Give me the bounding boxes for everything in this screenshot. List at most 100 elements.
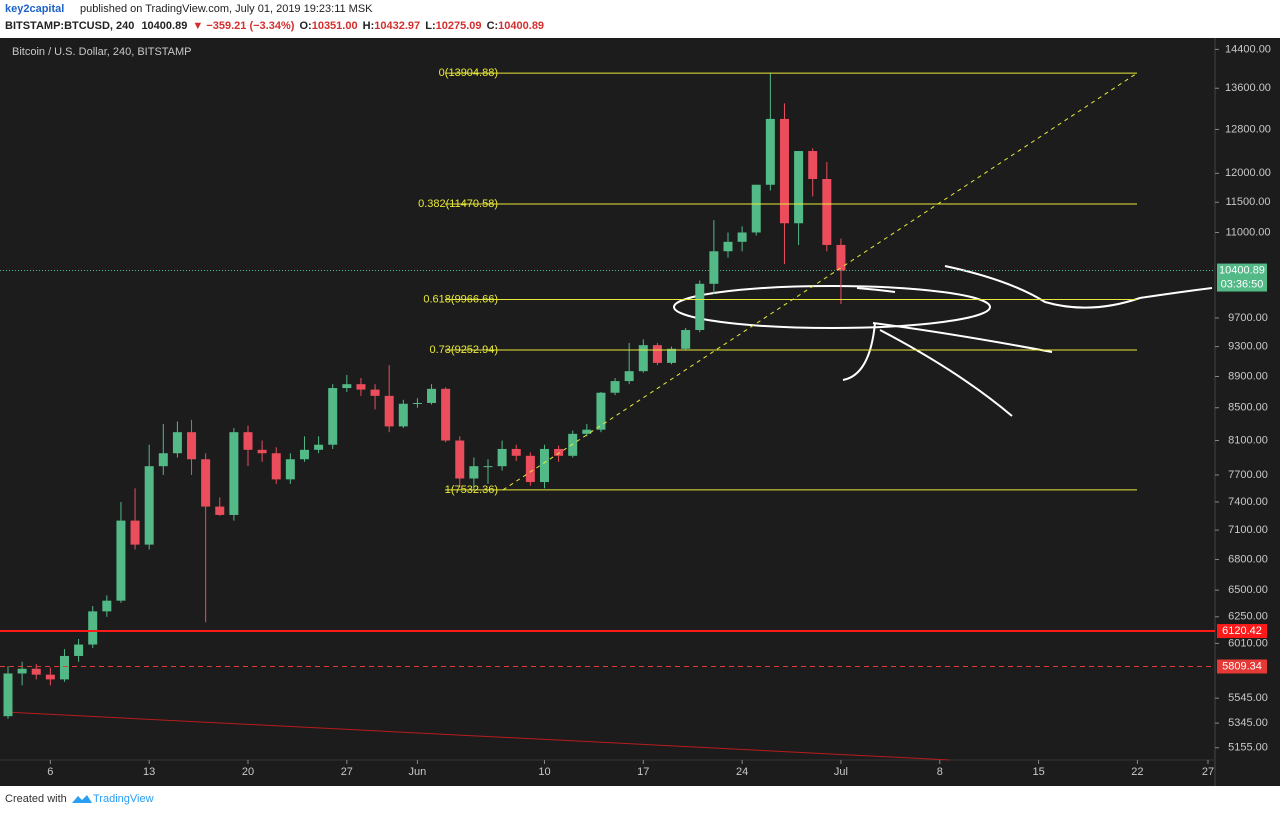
candle-body (215, 506, 225, 515)
fib-label: 0.382(11470.58) (418, 198, 498, 210)
ohlc-key: L: (425, 20, 435, 32)
candle-body (3, 673, 13, 717)
candle-body (201, 459, 211, 507)
candle-body (328, 388, 338, 445)
candle-body (243, 432, 253, 450)
candle-body (554, 448, 564, 456)
x-tick-label: 13 (143, 766, 155, 778)
candle-body (88, 611, 98, 645)
y-tick-label: 9700.00 (1228, 312, 1268, 324)
candle-body (681, 329, 691, 349)
x-tick-label: 20 (242, 766, 254, 778)
candle-body (144, 466, 154, 545)
candle-body (695, 283, 705, 330)
candle-body (568, 433, 578, 456)
ohlc-value: 10275.09 (436, 20, 482, 32)
candle-body (187, 432, 197, 460)
y-tick-label: 9300.00 (1228, 341, 1268, 353)
candle-body (751, 184, 761, 233)
candle-body (130, 520, 140, 545)
candle-body (370, 389, 380, 396)
candle-body (723, 241, 733, 252)
change: ▼ −359.21 (−3.34%) (192, 20, 294, 32)
hand-drawings (673, 265, 1213, 417)
candle-body (469, 466, 479, 479)
candle-body (257, 449, 267, 454)
y-tick-label: 11000.00 (1225, 226, 1270, 238)
x-tick-label: 27 (1202, 766, 1214, 778)
candle-body (398, 403, 408, 427)
y-tick-label: 7400.00 (1228, 496, 1268, 508)
candle-body (45, 674, 55, 680)
y-tick-label: 5545.00 (1228, 692, 1268, 704)
x-tick-label: Jul (834, 766, 848, 778)
y-tick-label: 7700.00 (1228, 469, 1268, 481)
x-tick-label: 27 (341, 766, 353, 778)
candle-body (709, 251, 719, 284)
drawn-stroke (879, 329, 1013, 417)
candle-body (158, 453, 168, 467)
x-tick-label: 22 (1131, 766, 1143, 778)
x-tick-label: 8 (937, 766, 943, 778)
y-tick-label: 8900.00 (1228, 370, 1268, 382)
x-tick-label: 15 (1032, 766, 1044, 778)
fib-label: 0.618(9966.66) (423, 293, 498, 305)
trend-line-red (4, 711, 951, 761)
y-tick-label: 6250.00 (1228, 611, 1268, 623)
candle-body (638, 345, 648, 372)
symbol-line: BITSTAMP:BTCUSD, 240 10400.89 ▼ −359.21 … (5, 20, 544, 32)
x-tick-label: 24 (736, 766, 748, 778)
candle-body (441, 388, 451, 441)
last-price-box (1217, 263, 1267, 292)
candle-body (822, 179, 832, 245)
y-tick-label: 11500.00 (1225, 196, 1270, 208)
y-tick-label: 13600.00 (1225, 82, 1271, 94)
level-price-label: 6120.42 (1222, 625, 1262, 637)
candle-body (342, 384, 352, 389)
candle-body (455, 440, 465, 479)
x-tick-label: 17 (637, 766, 649, 778)
candle-body (172, 432, 182, 454)
candle-body (624, 371, 634, 382)
footer-brand[interactable]: TradingView (93, 793, 154, 805)
candle-body (737, 232, 747, 242)
level-price-label: 5809.34 (1222, 660, 1262, 672)
chart-title: Bitcoin / U.S. Dollar, 240, BITSTAMP (12, 46, 192, 58)
candle-body (652, 345, 662, 363)
fib-trend-line (502, 72, 1138, 491)
candle-body (102, 600, 112, 612)
candle-body (17, 668, 27, 674)
ohlc-key: H: (363, 20, 375, 32)
candle-body (74, 644, 84, 656)
candle-body (497, 448, 507, 467)
ohlc-value: 10432.97 (374, 20, 420, 32)
countdown-label: 03:36:50 (1221, 278, 1264, 290)
candle-body (483, 466, 493, 468)
y-tick-label: 5345.00 (1228, 717, 1268, 729)
fib-label: 1(7532.36) (445, 484, 498, 496)
candle-body (285, 459, 295, 480)
candle-body (314, 444, 324, 450)
level-price-box (1217, 659, 1267, 674)
candle-body (427, 388, 437, 403)
candle-body (582, 429, 592, 434)
y-tick-label: 6500.00 (1228, 584, 1268, 596)
published: published on TradingView.com, July 01, 2… (80, 3, 373, 15)
drawn-stroke (856, 287, 896, 293)
author[interactable]: key2capital (5, 3, 64, 15)
last: 10400.89 (141, 20, 187, 32)
candle-body (836, 244, 846, 271)
candle-body (299, 449, 309, 460)
y-tick-label: 12800.00 (1225, 123, 1271, 135)
fib-label: 0.73(9252.94) (430, 344, 499, 356)
y-tick-label: 6010.00 (1228, 637, 1268, 649)
candle-body (525, 455, 535, 483)
drawn-ellipse (673, 285, 991, 329)
level-price-box (1217, 624, 1267, 639)
x-tick-label: Jun (409, 766, 427, 778)
candle-body (271, 453, 281, 480)
y-tick-label: 8500.00 (1228, 402, 1268, 414)
y-tick-label: 7100.00 (1228, 524, 1268, 536)
